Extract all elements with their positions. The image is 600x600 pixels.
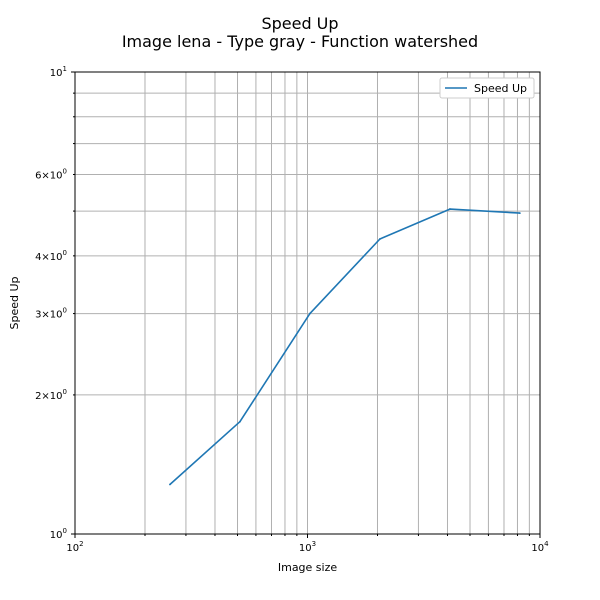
- legend-box: [439, 77, 535, 99]
- y-tick-label: 100: [50, 527, 67, 541]
- data-point: [308, 312, 311, 315]
- legend-label: Speed Up: [474, 82, 527, 95]
- x-axis-label: Image size: [278, 561, 338, 574]
- chart-title: Speed Up: [261, 14, 339, 33]
- y-tick-label: 4×100: [35, 249, 67, 263]
- data-point: [239, 420, 241, 423]
- y-tick-label: 2×100: [35, 388, 67, 402]
- series-line: [169, 208, 520, 486]
- data-point: [378, 238, 381, 240]
- data-point: [518, 212, 521, 214]
- y-tick-label: 3×100: [35, 307, 67, 321]
- data-point: [169, 483, 171, 486]
- y-tick-label: 6×100: [35, 167, 67, 181]
- y-axis-label: Speed Up: [8, 276, 21, 329]
- x-tick-label: 102: [66, 540, 83, 554]
- x-tick-label: 103: [299, 540, 316, 554]
- y-tick-label: 101: [50, 65, 67, 79]
- x-tick-label: 104: [531, 540, 549, 554]
- data-point: [448, 208, 451, 210]
- chart-subtitle: Image lena - Type gray - Function waters…: [121, 32, 479, 51]
